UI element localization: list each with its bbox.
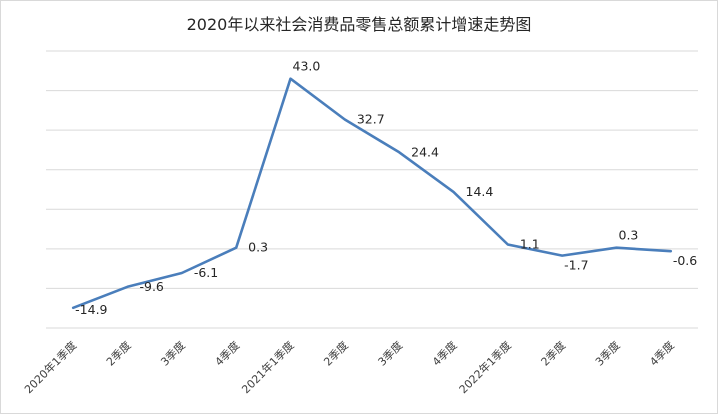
x-tick-label: 2季度	[321, 338, 351, 368]
data-label: 0.3	[248, 240, 268, 255]
data-label: 43.0	[293, 59, 321, 74]
gridlines	[46, 50, 698, 329]
x-tick-label: 3季度	[592, 338, 622, 368]
data-label: -1.7	[564, 258, 588, 273]
data-label: -14.9	[75, 302, 107, 317]
data-label: 32.7	[357, 111, 385, 126]
series-line	[71, 77, 673, 310]
x-tick-label: 4季度	[647, 338, 677, 368]
x-tick-label: 3季度	[375, 338, 405, 368]
data-label: 0.3	[619, 228, 639, 243]
x-tick-label: 4季度	[212, 338, 242, 368]
data-label: -0.6	[673, 253, 697, 268]
x-tick-label: 2022年1季度	[456, 338, 514, 396]
x-tick-label: 3季度	[158, 338, 188, 368]
x-tick-label: 2季度	[103, 338, 133, 368]
data-label: -9.6	[140, 279, 164, 294]
data-label: 24.4	[411, 144, 439, 159]
data-label: -6.1	[194, 265, 218, 280]
x-tick-label: 2020年1季度	[21, 338, 79, 396]
data-labels: -14.9 -9.6 -6.1 0.3 43.0 32.7 24.4 14.4 1.1 -1.7 0…	[75, 59, 697, 317]
data-label: 1.1	[520, 237, 540, 252]
chart-title: 2020年以来社会消费品零售总额累计增速走势图	[186, 15, 532, 34]
x-tick-label: 2季度	[538, 338, 568, 368]
x-tick-label: 2021年1季度	[239, 338, 297, 396]
data-label: 14.4	[466, 184, 494, 199]
x-tick-label: 4季度	[429, 338, 459, 368]
